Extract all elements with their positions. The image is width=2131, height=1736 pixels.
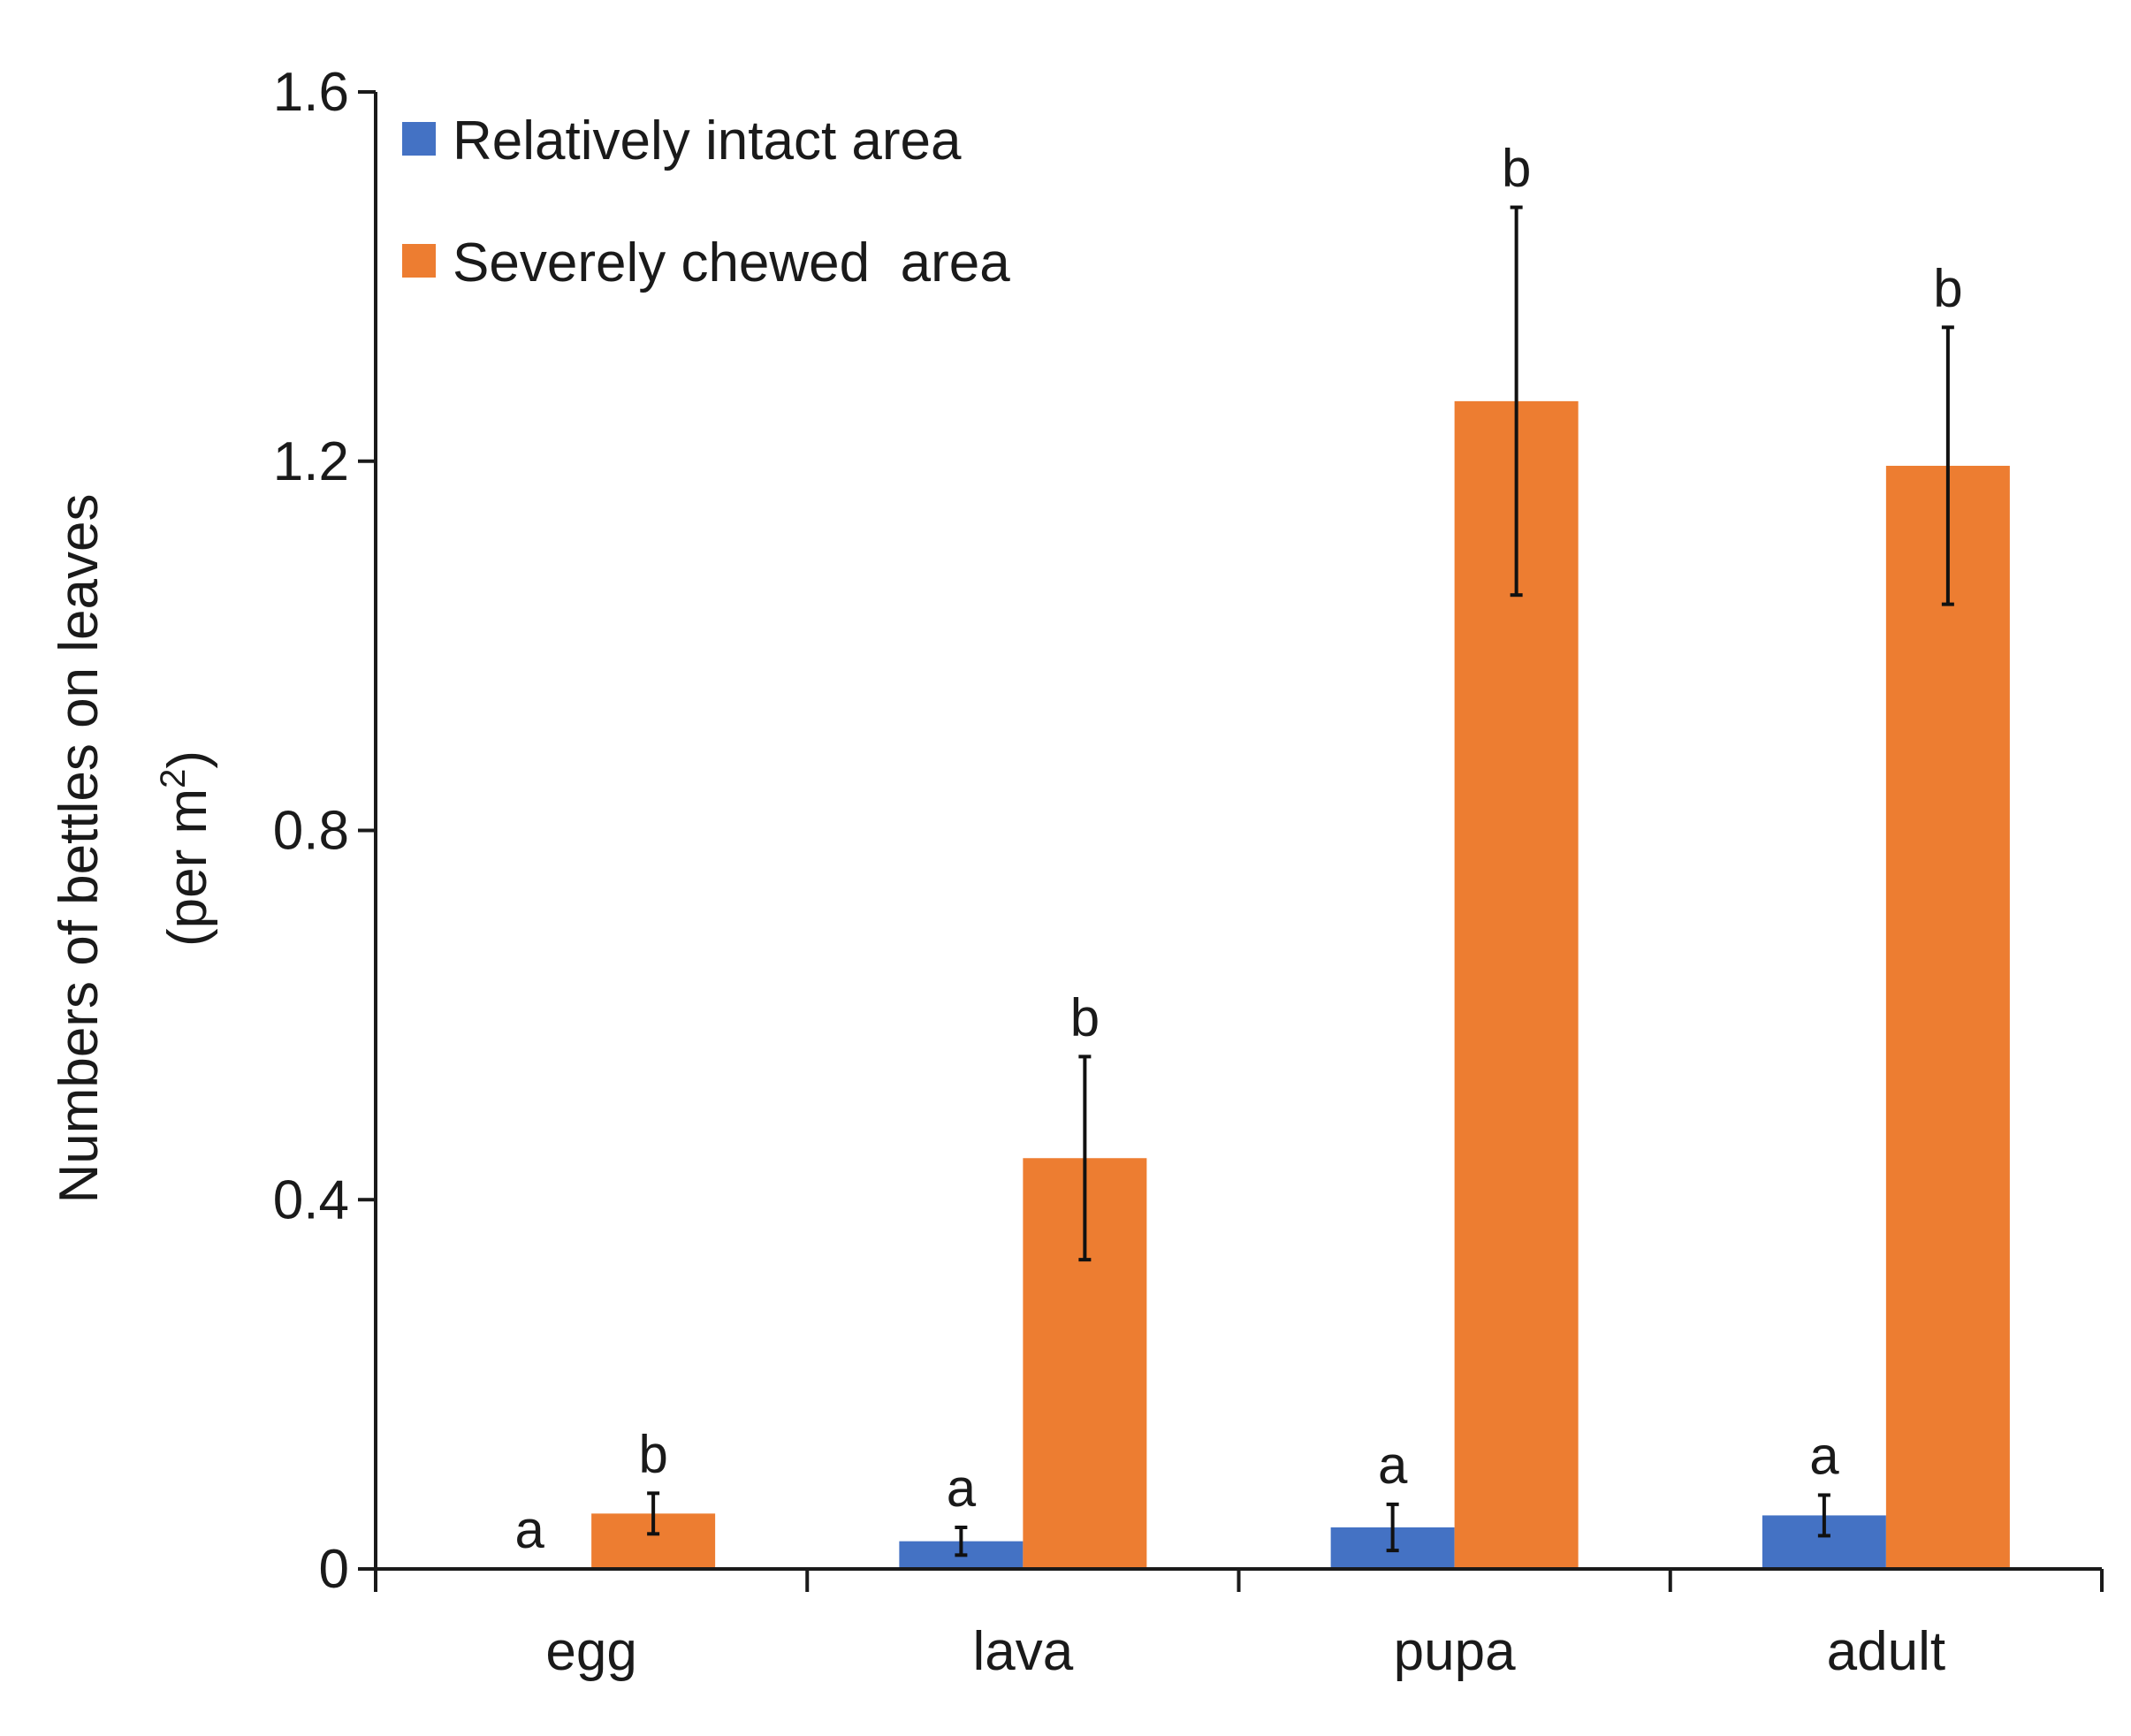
significance-label: b — [1502, 139, 1531, 198]
x-category-label: adult — [1827, 1621, 1945, 1682]
x-ticks-layer: egg lava pupa adult — [374, 1569, 2104, 1682]
significance-label: a — [947, 1458, 977, 1518]
bar-chewed-adult — [1885, 465, 2010, 1569]
error-bars-layer — [647, 205, 1954, 1557]
significance-label: a — [1809, 1426, 1839, 1485]
legend-swatch-intact — [402, 122, 436, 156]
y-axis-title-line1: Numbers of bettles on leaves — [49, 494, 110, 1204]
y-tick-label: 0.4 — [273, 1169, 349, 1230]
legend: Relatively intact area Severely chewed a… — [402, 110, 1010, 293]
significance-label: b — [1070, 987, 1100, 1047]
y-tick-label: 0 — [319, 1539, 349, 1600]
y-tick-label: 1.2 — [273, 431, 349, 492]
significance-label: a — [514, 1500, 544, 1559]
legend-label-chewed: Severely chewed area — [453, 232, 1010, 293]
x-category-label: lava — [973, 1621, 1074, 1682]
y-ticks-layer: 0 0.4 0.8 1.2 1.6 — [273, 62, 376, 1600]
y-tick-label: 0.8 — [273, 801, 349, 862]
y-axis-title: Numbers of bettles on leaves (per m2) — [49, 494, 218, 1204]
significance-label: b — [638, 1424, 667, 1483]
legend-swatch-chewed — [402, 244, 436, 278]
y-axis-title-line2: (per m2) — [154, 750, 218, 947]
x-category-label: egg — [545, 1621, 636, 1682]
y-tick-label: 1.6 — [273, 62, 349, 123]
x-category-label: pupa — [1394, 1621, 1516, 1682]
significance-labels-layer: a b a b a b a b — [514, 139, 1962, 1559]
legend-label-intact: Relatively intact area — [453, 110, 962, 171]
bars-layer — [591, 400, 2010, 1570]
y-axis-title-superscript: 2 — [154, 769, 193, 788]
significance-label: a — [1378, 1435, 1408, 1495]
significance-label: b — [1933, 258, 1962, 317]
